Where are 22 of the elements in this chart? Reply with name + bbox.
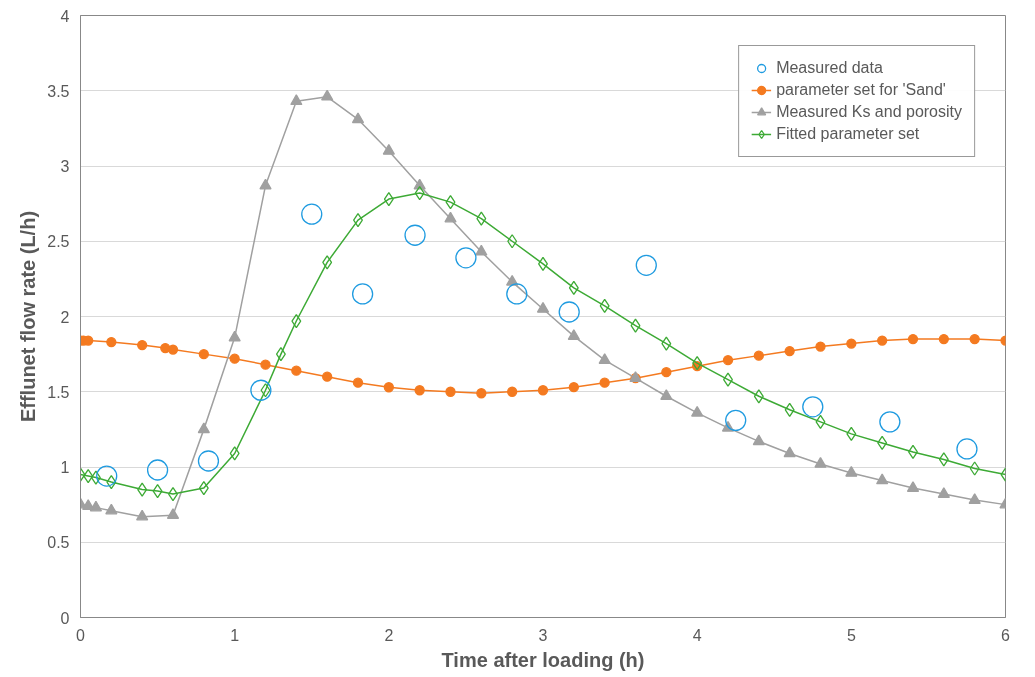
x-tick-label: 2: [384, 626, 394, 644]
x-axis-title: Time after loading (h): [441, 648, 645, 671]
legend-label: Fitted parameter set: [776, 125, 920, 143]
y-tick-label: 4: [60, 7, 70, 25]
legend-label: Measured Ks and porosity: [776, 103, 962, 121]
x-tick-label: 5: [846, 626, 856, 644]
x-tick-label: 0: [76, 626, 86, 644]
x-tick-label: 4: [692, 626, 702, 644]
y-axis-title: Efflunet flow rate (L/h): [17, 210, 40, 423]
y-tick-label: 2.5: [47, 233, 70, 251]
y-tick-label: 2: [60, 308, 70, 326]
legend-label: parameter set for 'Sand': [776, 81, 946, 99]
y-tick-label: 1: [60, 459, 70, 476]
y-tick-label: 0: [60, 609, 70, 627]
x-tick-label: 3: [538, 626, 548, 644]
y-tick-label: 1.5: [47, 383, 70, 401]
y-tick-label: 0.5: [47, 534, 70, 552]
x-tick-label: 6: [1001, 626, 1011, 644]
legend-label: Measured data: [776, 59, 883, 77]
y-tick-label: 3.5: [47, 82, 70, 100]
x-tick-label: 1: [230, 626, 240, 644]
y-tick-label: 3: [60, 158, 70, 175]
